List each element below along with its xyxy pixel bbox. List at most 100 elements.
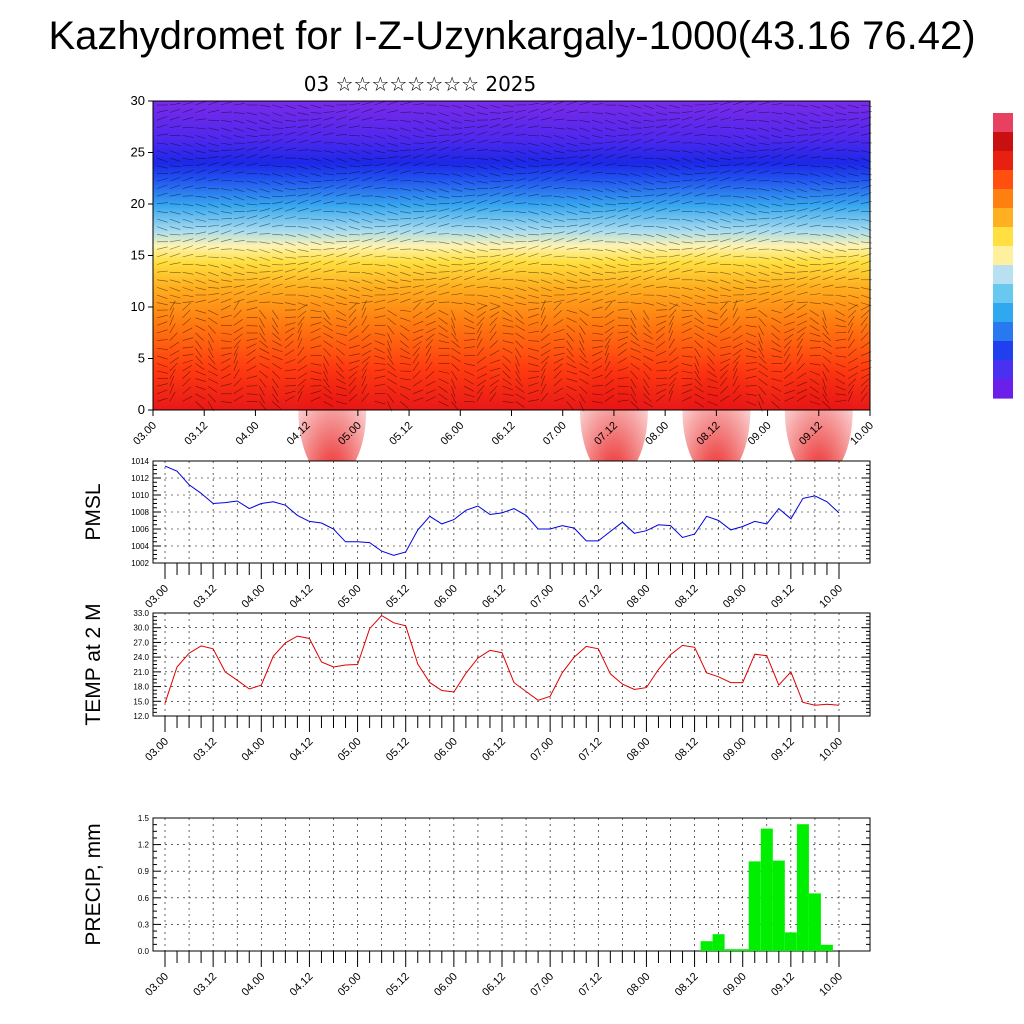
wind-barb: [707, 302, 719, 304]
wind-barb: [732, 342, 743, 349]
wind-barb: [835, 217, 847, 220]
wind-barb: [387, 378, 397, 385]
wind-barb: [604, 394, 615, 402]
wind-barb: [323, 132, 335, 136]
wind-barb: [566, 370, 578, 375]
wind-barb: [758, 230, 770, 235]
wind-barb: [540, 307, 546, 318]
wind-barb: [246, 278, 258, 281]
wind-barb: [515, 385, 525, 393]
wind-barb: [476, 112, 488, 116]
wind-barb: [796, 208, 808, 212]
wind-barb: [502, 179, 514, 182]
precip-bar: [772, 860, 785, 951]
wind-barb: [553, 346, 565, 349]
wind-barb: [809, 363, 821, 366]
wind-barb: [835, 294, 847, 298]
wind-barb: [540, 361, 548, 372]
wind-barb: [502, 340, 514, 344]
wind-barb: [284, 131, 296, 136]
wind-barb: [643, 126, 655, 129]
wind-barb: [246, 203, 258, 206]
wind-barb: [169, 362, 178, 372]
wind-barb: [847, 316, 855, 326]
wind-barb: [156, 124, 168, 129]
wind-barb: [502, 401, 514, 403]
wind-barb: [220, 135, 232, 140]
wind-barb: [745, 264, 757, 268]
wind-barb: [310, 241, 322, 245]
wind-barb: [592, 264, 603, 269]
wind-barb: [771, 216, 783, 220]
wind-barb: [745, 325, 757, 328]
wind-barb: [348, 211, 360, 215]
wind-barb: [784, 188, 795, 193]
wind-barb: [643, 173, 654, 178]
wind-barb: [425, 300, 437, 303]
wind-barb: [412, 380, 423, 387]
wind-barb: [719, 309, 728, 318]
wind-barb: [182, 238, 194, 243]
wind-barb: [156, 329, 168, 334]
wind-barb: [515, 142, 527, 145]
wind-barb: [707, 347, 716, 357]
wind-barb: [528, 355, 539, 360]
wind-barb: [220, 332, 232, 335]
wind-barb: [412, 135, 424, 139]
wind-barb: [528, 226, 539, 230]
wind-barb: [681, 383, 693, 387]
wind-barb: [515, 287, 526, 292]
wind-barb: [566, 110, 578, 113]
wind-barb: [195, 231, 207, 235]
wind-barb: [323, 123, 334, 129]
wind-barb: [822, 119, 834, 122]
wind-barb: [579, 149, 591, 151]
page-title: Kazhydromet for I-Z-Uzynkargaly-1000(43.…: [48, 14, 976, 58]
wind-barb: [272, 188, 283, 192]
wind-barb: [822, 340, 832, 347]
wind-barb: [297, 226, 309, 229]
wind-barb: [476, 338, 483, 349]
wind-barb: [284, 395, 295, 402]
wind-barb: [400, 230, 411, 235]
wind-barb: [566, 298, 578, 303]
wind-barb: [643, 310, 650, 320]
wind-barb: [643, 325, 652, 334]
wind-barb: [579, 238, 591, 243]
wind-barb: [400, 135, 411, 140]
wind-barb: [579, 256, 591, 260]
wind-barb: [464, 112, 475, 117]
wind-barb: [489, 226, 501, 230]
wind-barb: [668, 294, 680, 299]
wind-barb: [182, 117, 194, 121]
wind-barb: [604, 326, 615, 334]
wind-barb: [681, 241, 693, 244]
wind-barb: [207, 401, 214, 412]
colorbar-swatch: [993, 284, 1013, 304]
wind-barb: [284, 173, 296, 178]
wind-barb: [745, 156, 757, 159]
wind-barb: [412, 361, 420, 372]
precip-bar: [820, 944, 833, 951]
wind-barb: [566, 348, 574, 357]
wind-barb: [809, 188, 821, 192]
x-tick-label: 09.00: [721, 736, 749, 764]
wind-barb: [476, 256, 489, 258]
wind-barb: [835, 393, 847, 396]
wind-barb: [412, 256, 424, 261]
wind-barb: [348, 393, 358, 402]
wind-barb: [476, 165, 488, 170]
wind-barb: [796, 353, 804, 364]
wind-barb: [400, 340, 409, 348]
wind-barb: [502, 325, 514, 328]
wind-barb: [592, 180, 604, 183]
wind-barb: [809, 256, 821, 260]
wind-barb: [707, 401, 718, 406]
wind-barb: [336, 184, 347, 189]
wind-barb: [668, 268, 680, 273]
wind-barb: [233, 103, 245, 106]
wind-barb: [630, 165, 642, 168]
wind-barb: [515, 393, 526, 400]
wind-barb: [668, 347, 677, 357]
wind-barb: [412, 370, 421, 379]
